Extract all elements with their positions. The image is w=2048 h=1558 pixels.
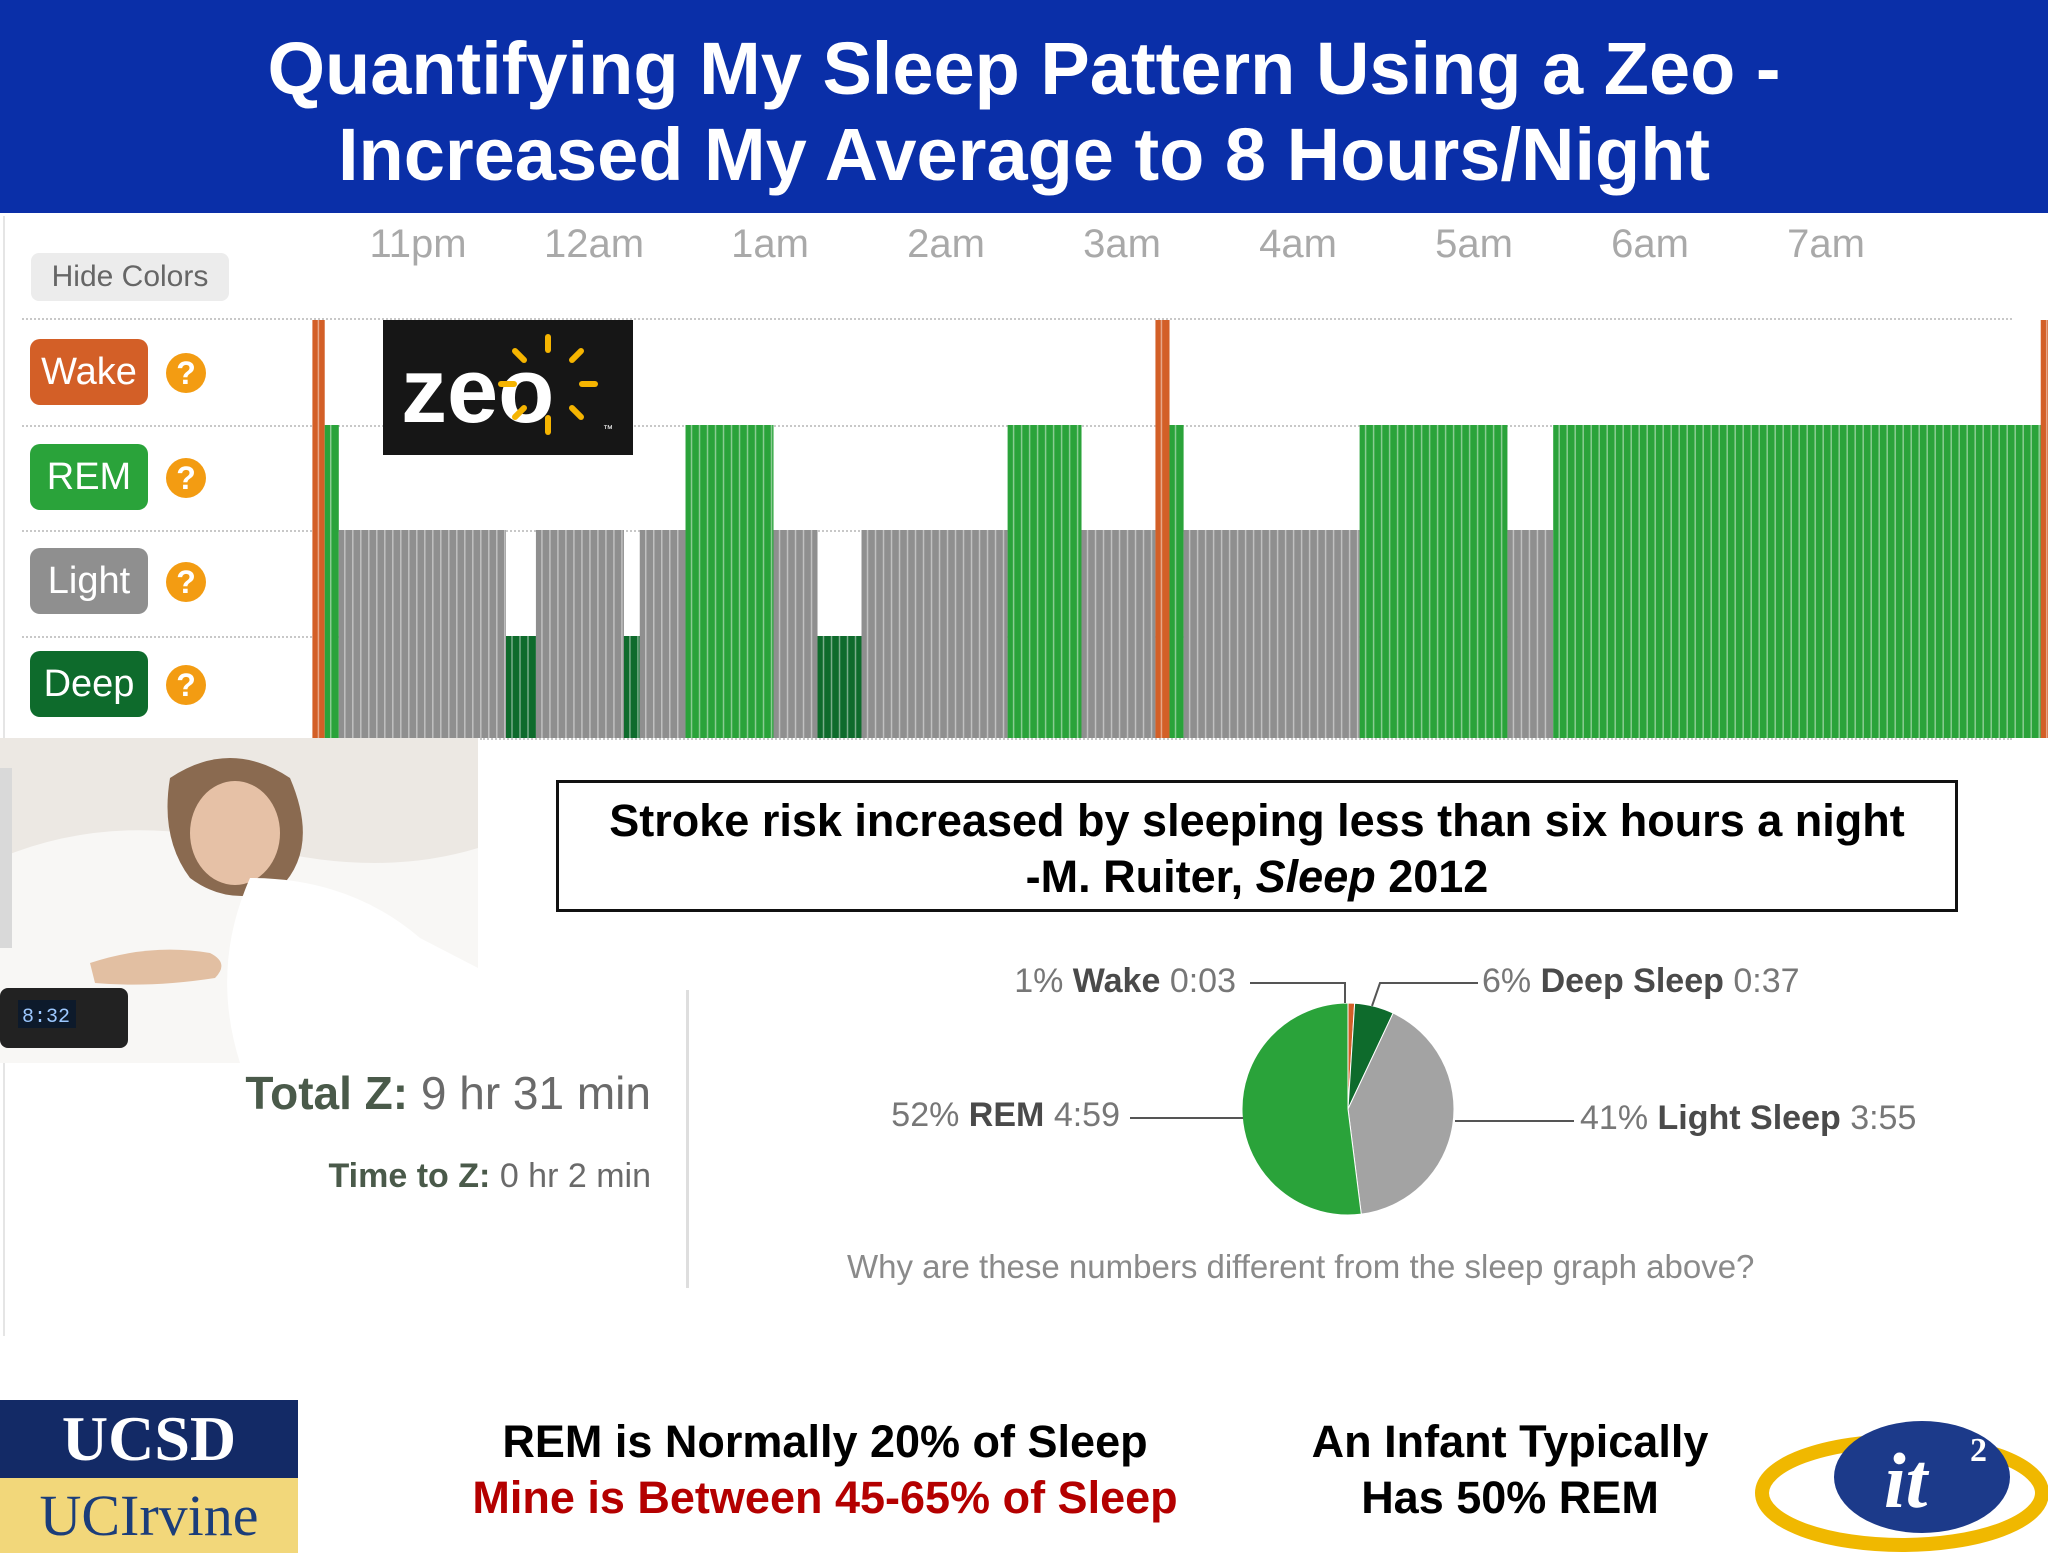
trademark-mark: ™ <box>603 424 613 435</box>
legend-deep-button[interactable]: Deep <box>30 651 148 717</box>
pie-label-deep: 6% Deep Sleep 0:37 <box>1482 962 1800 1001</box>
hypnogram-bar-light <box>1081 530 1156 738</box>
hypnogram-bar-light <box>1183 530 1360 738</box>
row-divider <box>22 318 2012 320</box>
photo-illustration: 8:32 <box>0 738 478 1063</box>
pie-label-time: 0:03 <box>1169 962 1236 1000</box>
quote-citation: -M. Ruiter, Sleep 2012 <box>559 851 1955 903</box>
hypnogram-bar-rem <box>1007 425 1082 738</box>
hypnogram-bar-rem <box>1359 425 1508 738</box>
slide-title-bar: Quantifying My Sleep Pattern Using a Zeo… <box>0 0 2048 213</box>
hypnogram-bar-light <box>338 530 506 738</box>
x-tick-label: 4am <box>1259 222 1337 266</box>
x-tick-label: 3am <box>1083 222 1161 266</box>
time-to-z-stat: Time to Z: 0 hr 2 min <box>329 1157 651 1196</box>
pie-slice-light-sleep <box>1347 1012 1455 1215</box>
pie-label-light: 41% Light Sleep 3:55 <box>1580 1099 1916 1138</box>
pie-label-time: 4:59 <box>1053 1096 1120 1134</box>
total-z-value: 9 hr 31 min <box>420 1067 651 1119</box>
pie-label-rem: 52% REM 4:59 <box>891 1096 1120 1135</box>
pie-leader-line <box>1371 982 1478 1007</box>
citation-author: -M. Ruiter, <box>1025 851 1256 902</box>
legend-wake-button[interactable]: Wake <box>30 339 148 405</box>
help-icon[interactable]: ? <box>166 562 206 602</box>
pie-label-name: Wake <box>1072 962 1161 1000</box>
pie-label-name: Light Sleep <box>1657 1099 1841 1137</box>
pie-label-time: 3:55 <box>1850 1099 1917 1137</box>
legend-light-button[interactable]: Light <box>30 548 148 614</box>
hypnogram-bar-wake <box>2040 320 2048 738</box>
it2-oval <box>1834 1421 2010 1533</box>
hypnogram-bar-wake <box>312 320 325 738</box>
ucsd-ucirvine-logo: UCSD UCIrvine <box>0 1400 298 1553</box>
x-tick-label: 6am <box>1611 222 1689 266</box>
x-tick-label: 5am <box>1435 222 1513 266</box>
hypnogram-bar-light <box>1507 530 1554 738</box>
pie-label-pct: 41% <box>1580 1099 1649 1137</box>
time-to-z-label: Time to Z: <box>328 1157 491 1195</box>
woman-alarm-clock-photo: 8:32 <box>0 738 478 1063</box>
slide-title-line1: Quantifying My Sleep Pattern Using a Zeo… <box>267 27 1781 110</box>
legend-rem-button[interactable]: REM <box>30 444 148 510</box>
pie-leader-line <box>1250 982 1346 1003</box>
zeo-logo: zeo ™ <box>383 320 633 455</box>
help-icon[interactable]: ? <box>166 353 206 393</box>
hypnogram-bar-light <box>773 530 818 738</box>
hypnogram-bar-rem <box>1553 425 2041 738</box>
citation-year: 2012 <box>1375 851 1489 902</box>
infant-rem-line2: Has 50% REM <box>1361 1472 1659 1523</box>
hypnogram-bar-deep <box>623 636 640 738</box>
hypnogram-bar-light <box>861 530 1008 738</box>
it2-logo-graphic: it 2 <box>1755 1421 2048 1552</box>
hypnogram-bar-deep <box>817 636 862 738</box>
pie-label-pct: 52% <box>891 1096 960 1134</box>
hypnogram-bar-rem <box>1169 425 1184 738</box>
hypnogram-bar-wake <box>1155 320 1170 738</box>
ucsd-wordmark: UCSD <box>0 1400 298 1478</box>
x-tick-label: 2am <box>907 222 985 266</box>
pie-label-pct: 1% <box>1014 962 1064 1000</box>
pie-label-wake: 1% Wake 0:03 <box>1014 962 1236 1001</box>
zeo-wordmark: zeo <box>401 340 554 442</box>
it2-logo: it 2 <box>1752 1415 2048 1553</box>
rem-mine-text: Mine is Between 45-65% of Sleep <box>472 1472 1178 1523</box>
total-z-label: Total Z: <box>245 1067 409 1119</box>
sun-icon <box>498 334 598 435</box>
row-divider <box>480 738 2012 740</box>
hypnogram-chart <box>312 320 2048 738</box>
hypnogram-bar-rem <box>324 425 339 738</box>
hide-colors-button[interactable]: Hide Colors <box>31 253 229 301</box>
hypnogram-bar-light <box>639 530 686 738</box>
rem-normal-text: REM is Normally 20% of Sleep <box>502 1416 1148 1467</box>
hypnogram-bar-rem <box>685 425 774 738</box>
pie-label-time: 0:37 <box>1733 962 1800 1000</box>
slide-title-line2: Increased My Average to 8 Hours/Night <box>337 113 1711 196</box>
stroke-risk-quote-box: Stroke risk increased by sleeping less t… <box>556 780 1958 912</box>
hypnogram-bar-light <box>535 530 624 738</box>
x-tick-label: 7am <box>1787 222 1865 266</box>
it2-wordmark: it <box>1884 1437 1930 1524</box>
quote-line1: Stroke risk increased by sleeping less t… <box>609 795 1905 846</box>
x-tick-label: 1am <box>731 222 809 266</box>
pie-slice-rem <box>1241 1002 1362 1216</box>
vertical-divider <box>686 990 689 1288</box>
help-icon[interactable]: ? <box>166 458 206 498</box>
pie-label-pct: 6% <box>1482 962 1532 1000</box>
x-tick-label: 12am <box>543 222 645 266</box>
total-z-stat: Total Z: 9 hr 31 min <box>245 1066 651 1120</box>
it2-superscript: 2 <box>1970 1432 1987 1469</box>
ucirvine-wordmark: UCIrvine <box>0 1478 298 1553</box>
pie-label-name: REM <box>968 1096 1045 1134</box>
zeo-logo-graphic: zeo ™ <box>401 334 613 442</box>
pie-question-link[interactable]: Why are these numbers different from the… <box>847 1248 1755 1285</box>
infant-rem-line1: An Infant Typically <box>1311 1416 1709 1467</box>
hypnogram-bar-deep <box>506 636 536 738</box>
citation-journal: Sleep <box>1255 851 1376 902</box>
pie-label-name: Deep Sleep <box>1540 962 1724 1000</box>
clock-display: 8:32 <box>22 1006 70 1029</box>
help-icon[interactable]: ? <box>166 665 206 705</box>
x-tick-label: 11pm <box>369 222 467 266</box>
time-to-z-value: 0 hr 2 min <box>499 1157 651 1195</box>
